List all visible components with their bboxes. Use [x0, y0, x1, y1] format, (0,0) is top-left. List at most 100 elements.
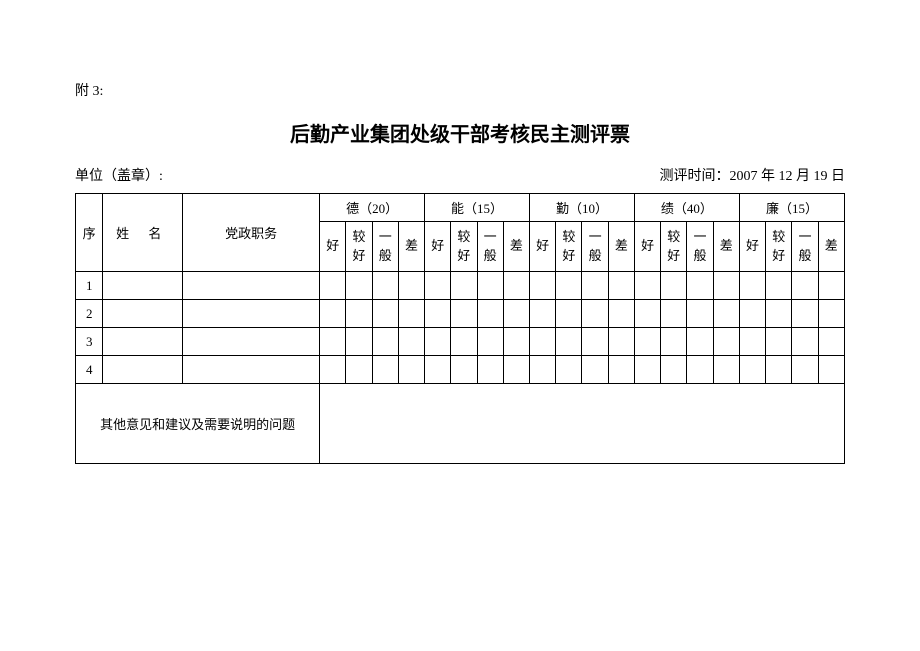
cell-rating[interactable]	[687, 272, 713, 300]
footer-content[interactable]	[320, 384, 845, 464]
cell-rating[interactable]	[766, 272, 792, 300]
cell-rating[interactable]	[818, 356, 844, 384]
cell-rating[interactable]	[634, 328, 660, 356]
cell-rating[interactable]	[477, 300, 503, 328]
cell-rating[interactable]	[608, 328, 634, 356]
table-row: 2	[76, 300, 845, 328]
cell-rating[interactable]	[530, 356, 556, 384]
cell-rating[interactable]	[792, 300, 818, 328]
cell-rating[interactable]	[687, 328, 713, 356]
cell-rating[interactable]	[792, 328, 818, 356]
cell-rating[interactable]	[634, 300, 660, 328]
cell-rating[interactable]	[372, 356, 398, 384]
cell-rating[interactable]	[582, 356, 608, 384]
cell-name[interactable]	[103, 272, 183, 300]
cell-rating[interactable]	[766, 300, 792, 328]
cell-rating[interactable]	[530, 272, 556, 300]
cell-rating[interactable]	[739, 300, 765, 328]
cell-rating[interactable]	[661, 356, 687, 384]
cell-rating[interactable]	[608, 300, 634, 328]
cell-rating[interactable]	[661, 272, 687, 300]
header-category-de: 德（20）	[320, 194, 425, 222]
cell-rating[interactable]	[503, 356, 529, 384]
cell-rating[interactable]	[713, 356, 739, 384]
cell-rating[interactable]	[503, 328, 529, 356]
cell-rating[interactable]	[320, 300, 346, 328]
cell-rating[interactable]	[687, 356, 713, 384]
cell-rating[interactable]	[530, 328, 556, 356]
cell-rating[interactable]	[818, 328, 844, 356]
cell-rating[interactable]	[451, 356, 477, 384]
cell-rating[interactable]	[582, 328, 608, 356]
cell-rating[interactable]	[477, 272, 503, 300]
rating-label: 一般	[372, 222, 398, 272]
cell-rating[interactable]	[687, 300, 713, 328]
cell-rating[interactable]	[320, 328, 346, 356]
cell-rating[interactable]	[766, 356, 792, 384]
cell-rating[interactable]	[372, 328, 398, 356]
cell-rating[interactable]	[398, 272, 424, 300]
table-footer-row: 其他意见和建议及需要说明的问题	[76, 384, 845, 464]
cell-rating[interactable]	[556, 300, 582, 328]
cell-rating[interactable]	[739, 328, 765, 356]
cell-name[interactable]	[103, 356, 183, 384]
cell-rating[interactable]	[634, 356, 660, 384]
cell-rating[interactable]	[818, 272, 844, 300]
cell-rating[interactable]	[477, 328, 503, 356]
cell-rating[interactable]	[425, 328, 451, 356]
cell-rating[interactable]	[398, 356, 424, 384]
cell-rating[interactable]	[556, 328, 582, 356]
cell-rating[interactable]	[320, 272, 346, 300]
cell-rating[interactable]	[346, 328, 372, 356]
cell-position[interactable]	[183, 328, 320, 356]
cell-rating[interactable]	[530, 300, 556, 328]
cell-rating[interactable]	[372, 272, 398, 300]
cell-rating[interactable]	[451, 272, 477, 300]
cell-rating[interactable]	[792, 272, 818, 300]
cell-rating[interactable]	[346, 300, 372, 328]
rating-label: 好	[320, 222, 346, 272]
cell-rating[interactable]	[661, 300, 687, 328]
cell-rating[interactable]	[766, 328, 792, 356]
cell-rating[interactable]	[818, 300, 844, 328]
cell-rating[interactable]	[556, 356, 582, 384]
cell-position[interactable]	[183, 300, 320, 328]
cell-rating[interactable]	[582, 300, 608, 328]
cell-rating[interactable]	[477, 356, 503, 384]
cell-rating[interactable]	[634, 272, 660, 300]
cell-rating[interactable]	[503, 272, 529, 300]
cell-position[interactable]	[183, 272, 320, 300]
cell-rating[interactable]	[556, 272, 582, 300]
cell-rating[interactable]	[398, 328, 424, 356]
cell-rating[interactable]	[425, 272, 451, 300]
rating-label: 好	[739, 222, 765, 272]
cell-rating[interactable]	[661, 328, 687, 356]
cell-rating[interactable]	[713, 272, 739, 300]
cell-rating[interactable]	[346, 272, 372, 300]
cell-rating[interactable]	[346, 356, 372, 384]
cell-rating[interactable]	[792, 356, 818, 384]
cell-rating[interactable]	[425, 300, 451, 328]
meta-row: 单位（盖章）: 测评时间：2007 年 12 月 19 日	[75, 165, 845, 185]
cell-rating[interactable]	[739, 272, 765, 300]
cell-rating[interactable]	[503, 300, 529, 328]
cell-rating[interactable]	[582, 272, 608, 300]
rating-label: 一般	[687, 222, 713, 272]
cell-name[interactable]	[103, 300, 183, 328]
cell-rating[interactable]	[398, 300, 424, 328]
rating-label: 差	[398, 222, 424, 272]
cell-rating[interactable]	[425, 356, 451, 384]
cell-name[interactable]	[103, 328, 183, 356]
cell-position[interactable]	[183, 356, 320, 384]
cell-rating[interactable]	[608, 356, 634, 384]
page-title: 后勤产业集团处级干部考核民主测评票	[75, 118, 845, 147]
unit-label: 单位（盖章）:	[75, 165, 163, 185]
cell-rating[interactable]	[608, 272, 634, 300]
cell-rating[interactable]	[451, 300, 477, 328]
cell-rating[interactable]	[451, 328, 477, 356]
cell-rating[interactable]	[713, 300, 739, 328]
cell-rating[interactable]	[739, 356, 765, 384]
cell-rating[interactable]	[320, 356, 346, 384]
cell-rating[interactable]	[372, 300, 398, 328]
cell-rating[interactable]	[713, 328, 739, 356]
